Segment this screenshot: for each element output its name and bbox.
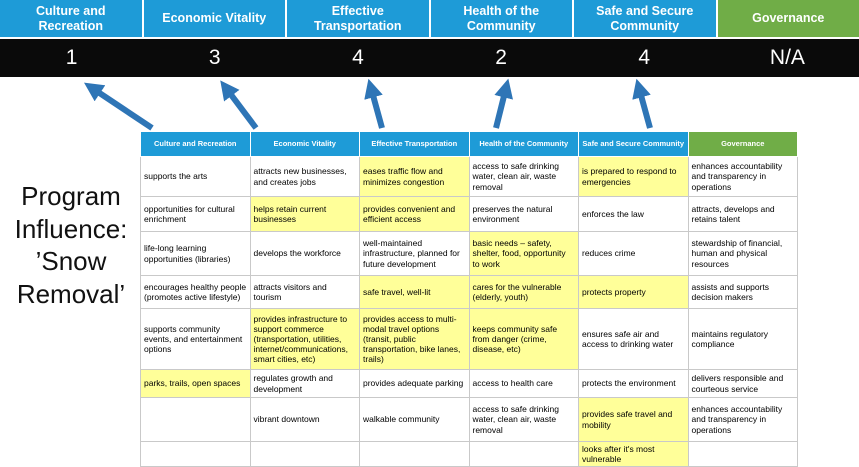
- table-cell: [360, 442, 470, 467]
- category-header-safe-and-secure-community: Safe and Secure Community: [574, 0, 716, 37]
- table-cell-highlighted: is prepared to respond to emergencies: [579, 157, 689, 197]
- table-cell: access to safe drinking water, clean air…: [469, 398, 579, 442]
- influence-table-head: Culture and Recreation Economic Vitality…: [141, 132, 798, 157]
- table-cell-highlighted: provides infrastructure to support comme…: [250, 309, 360, 370]
- table-cell: protects the environment: [579, 370, 689, 398]
- table-cell-highlighted: helps retain current businesses: [250, 197, 360, 232]
- table-cell: [141, 398, 251, 442]
- table-row: life-long learning opportunities (librar…: [141, 232, 798, 276]
- table-cell: well-maintained infrastructure, planned …: [360, 232, 470, 276]
- table-cell-highlighted: parks, trails, open spaces: [141, 370, 251, 398]
- score-effective-transportation: 4: [286, 39, 429, 77]
- table-header-safe-and-secure-community: Safe and Secure Community: [579, 132, 689, 157]
- score-economic-vitality: 3: [143, 39, 286, 77]
- category-header-governance: Governance: [718, 0, 859, 37]
- arrow-up-icon: [639, 88, 650, 128]
- table-header-effective-transportation: Effective Transportation: [360, 132, 470, 157]
- table-header-row: Culture and Recreation Economic Vitality…: [141, 132, 798, 157]
- arrow-up-icon: [226, 88, 256, 128]
- table-cell: enhances accountability and transparency…: [688, 398, 798, 442]
- table-cell: access to health care: [469, 370, 579, 398]
- table-cell: assists and supports decision makers: [688, 276, 798, 309]
- table-row: supports community events, and entertain…: [141, 309, 798, 370]
- table-cell: preserves the natural environment: [469, 197, 579, 232]
- arrow-up-icon: [371, 88, 382, 128]
- influence-arrows: [0, 78, 859, 134]
- table-cell-highlighted: provides convenient and efficient access: [360, 197, 470, 232]
- table-cell: ensures safe air and access to drinking …: [579, 309, 689, 370]
- table-cell-highlighted: eases traffic flow and minimizes congest…: [360, 157, 470, 197]
- table-cell: [141, 442, 251, 467]
- table-cell: maintains regulatory compliance: [688, 309, 798, 370]
- table-cell-highlighted: provides safe travel and mobility: [579, 398, 689, 442]
- table-row: encourages healthy people (promotes acti…: [141, 276, 798, 309]
- table-cell: life-long learning opportunities (librar…: [141, 232, 251, 276]
- table-cell: reduces crime: [579, 232, 689, 276]
- table-cell: opportunities for cultural enrichment: [141, 197, 251, 232]
- category-header-effective-transportation: Effective Transportation: [287, 0, 429, 37]
- table-header-culture-and-recreation: Culture and Recreation: [141, 132, 251, 157]
- score-safe-and-secure-community: 4: [573, 39, 716, 77]
- table-header-governance: Governance: [688, 132, 798, 157]
- table-cell: delivers responsible and courteous servi…: [688, 370, 798, 398]
- table-header-economic-vitality: Economic Vitality: [250, 132, 360, 157]
- arrow-up-icon: [496, 88, 506, 128]
- table-cell: [250, 442, 360, 467]
- table-cell: provides adequate parking: [360, 370, 470, 398]
- table-cell: [688, 442, 798, 467]
- table-header-health-of-the-community: Health of the Community: [469, 132, 579, 157]
- table-cell: develops the workforce: [250, 232, 360, 276]
- table-cell-highlighted: protects property: [579, 276, 689, 309]
- score-health-of-the-community: 2: [430, 39, 573, 77]
- category-header-economic-vitality: Economic Vitality: [144, 0, 286, 37]
- table-cell-highlighted: looks after it's most vulnerable: [579, 442, 689, 467]
- table-cell: regulates growth and development: [250, 370, 360, 398]
- table-cell: [469, 442, 579, 467]
- table-cell: supports community events, and entertain…: [141, 309, 251, 370]
- table-row: looks after it's most vulnerable: [141, 442, 798, 467]
- score-band: 1 3 4 2 4 N/A: [0, 39, 859, 77]
- table-cell: attracts visitors and tourism: [250, 276, 360, 309]
- table-cell-highlighted: cares for the vulnerable (elderly, youth…: [469, 276, 579, 309]
- score-governance: N/A: [716, 39, 859, 77]
- table-cell-highlighted: safe travel, well-lit: [360, 276, 470, 309]
- table-cell: access to safe drinking water, clean air…: [469, 157, 579, 197]
- score-culture-and-recreation: 1: [0, 39, 143, 77]
- table-cell: supports the arts: [141, 157, 251, 197]
- table-cell-highlighted: basic needs – safety, shelter, food, opp…: [469, 232, 579, 276]
- table-cell-highlighted: provides access to multi-modal travel op…: [360, 309, 470, 370]
- table-cell: enforces the law: [579, 197, 689, 232]
- category-header-health-of-the-community: Health of the Community: [431, 0, 573, 37]
- table-cell: walkable community: [360, 398, 470, 442]
- table-cell: encourages healthy people (promotes acti…: [141, 276, 251, 309]
- page-title: Program Influence: ’Snow Removal’: [0, 180, 142, 310]
- arrow-up-icon: [92, 88, 152, 128]
- table-cell-highlighted: keeps community safe from danger (crime,…: [469, 309, 579, 370]
- table-cell: attracts new businesses, and creates job…: [250, 157, 360, 197]
- category-header-band: Culture and Recreation Economic Vitality…: [0, 0, 859, 37]
- table-cell: stewardship of financial, human and phys…: [688, 232, 798, 276]
- table-cell: attracts, develops and retains talent: [688, 197, 798, 232]
- influence-table: Culture and Recreation Economic Vitality…: [140, 131, 798, 467]
- table-cell: vibrant downtown: [250, 398, 360, 442]
- table-cell: enhances accountability and transparency…: [688, 157, 798, 197]
- category-header-culture-and-recreation: Culture and Recreation: [0, 0, 142, 37]
